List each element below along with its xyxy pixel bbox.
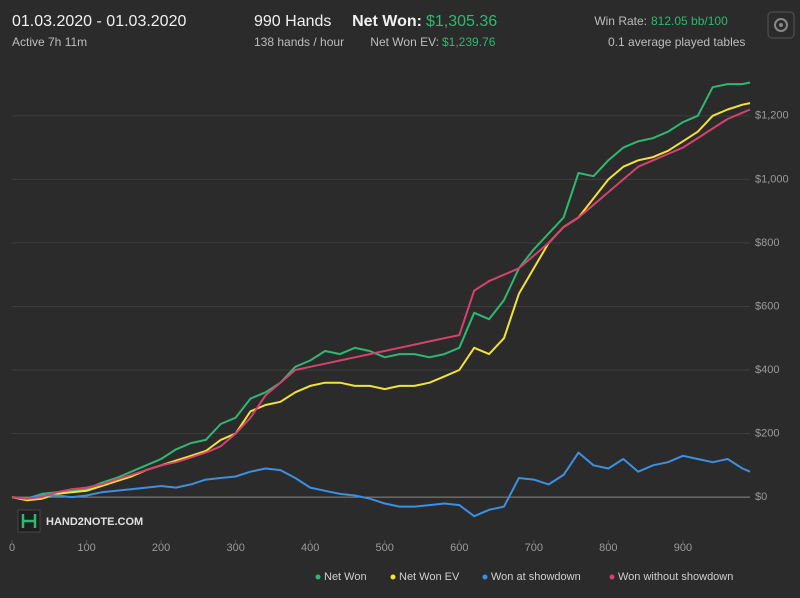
legend-label: Won without showdown: [618, 571, 733, 583]
x-tick-label: 100: [77, 542, 95, 554]
legend-label: Net Won: [324, 571, 367, 583]
x-tick-label: 800: [599, 542, 617, 554]
net-won-ev-value: $1,239.76: [442, 35, 496, 49]
y-tick-label: $200: [755, 427, 779, 439]
hands-per-hour: 138 hands / hour: [254, 35, 344, 49]
logo-icon: [21, 514, 37, 528]
legend-label: Net Won EV: [399, 571, 460, 583]
logo: HAND2NOTE.COM: [17, 509, 143, 533]
legend: Net Won Net Won EV Won at showdown Won with…: [315, 571, 733, 583]
win-rate-value: 812.05 bb/100: [651, 14, 728, 28]
x-tick-label: 300: [226, 542, 244, 554]
series-line: [11, 108, 751, 500]
series-line: [11, 81, 751, 500]
y-tick-label: $400: [755, 364, 779, 376]
legend-marker: [315, 574, 321, 580]
legend-marker: [482, 574, 488, 580]
legend-marker: [609, 574, 615, 580]
logo-text: HAND2NOTE.COM: [46, 516, 143, 528]
y-tick-label: $1,200: [755, 110, 789, 122]
net-won-value: $1,305.36: [426, 13, 497, 30]
legend-marker: [390, 574, 396, 580]
net-won-label: Net Won:: [352, 13, 422, 30]
hands: 990 Hands: [254, 13, 331, 30]
settings-frame[interactable]: [767, 11, 795, 39]
series-line: [11, 102, 751, 502]
y-tick-label: $600: [755, 300, 779, 312]
x-tick-label: 700: [525, 542, 543, 554]
x-tick-label: 200: [152, 542, 170, 554]
x-tick-label: 500: [376, 542, 394, 554]
y-tick-label: $1,000: [755, 173, 789, 185]
date-range: 01.03.2020 - 01.03.2020: [12, 13, 186, 30]
x-tick-label: 0: [9, 542, 15, 554]
series-line: [11, 451, 751, 518]
settings-icon[interactable]: [774, 18, 788, 32]
x-tick-label: 600: [450, 542, 468, 554]
net-won-ev-label: Net Won EV:: [370, 35, 439, 49]
tables: 0.1 average played tables: [608, 35, 745, 49]
settings-icon-center: [779, 23, 783, 27]
y-tick-label: $800: [755, 237, 779, 249]
settings-button[interactable]: [767, 11, 795, 39]
y-tick-label: $0: [755, 491, 767, 503]
x-tick-label: 400: [301, 542, 319, 554]
active-time: Active 7h 11m: [12, 35, 87, 49]
legend-label: Won at showdown: [491, 571, 581, 583]
plot-area: $0 $200 $400 $600 $800 $1,000 $1,200 0 100 200 300…: [9, 81, 789, 554]
win-rate-label: Win Rate:: [594, 14, 647, 28]
x-tick-label: 900: [674, 542, 692, 554]
